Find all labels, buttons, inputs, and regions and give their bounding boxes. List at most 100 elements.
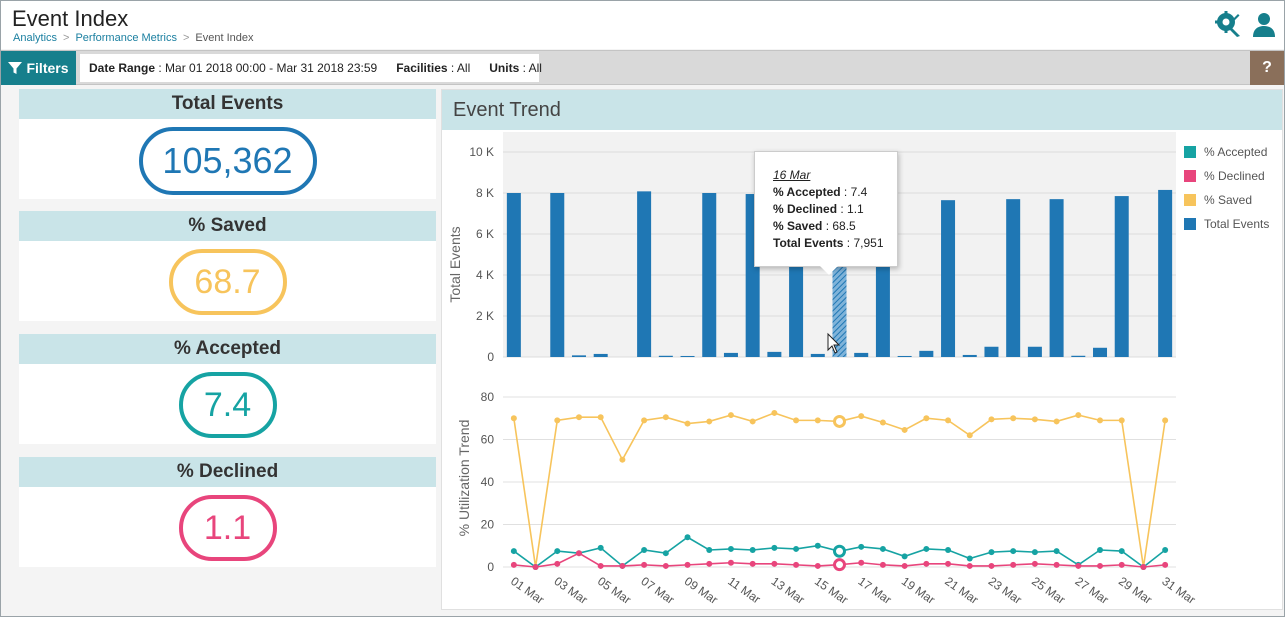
- series-point: [1053, 418, 1060, 425]
- bar: [1114, 196, 1129, 357]
- legend-item[interactable]: % Saved: [1184, 188, 1269, 212]
- series-point: [1031, 549, 1038, 556]
- series-point: [749, 547, 756, 553]
- kpi-value: 7.4: [178, 372, 277, 438]
- kpi-accepted: % Accepted 7.4: [19, 334, 436, 444]
- series-point: [901, 562, 908, 569]
- page-header: Event Index Analytics > Performance Metric…: [1, 1, 1284, 49]
- user-icon[interactable]: [1250, 10, 1278, 38]
- chart-legend: % Accepted % Declined % Saved Total Events: [1184, 140, 1269, 236]
- series-point: [879, 419, 886, 426]
- funnel-icon: [8, 62, 23, 74]
- x-tick-label: 27 Mar: [1073, 574, 1112, 607]
- series-point: [619, 562, 626, 569]
- bar: [1049, 199, 1064, 357]
- series-point: [901, 553, 908, 560]
- legend-item[interactable]: % Accepted: [1184, 140, 1269, 164]
- bar-y-tick-label: 0: [487, 350, 494, 364]
- x-tick-label: 21 Mar: [942, 574, 981, 607]
- bar: [962, 354, 977, 357]
- series-point: [1031, 560, 1038, 567]
- bar: [680, 355, 695, 357]
- series-point: [879, 561, 886, 568]
- series-point: [901, 426, 908, 433]
- x-tick-label: 05 Mar: [595, 574, 634, 607]
- units-filter[interactable]: Units : All: [489, 61, 542, 75]
- kpi-value: 1.1: [178, 495, 277, 561]
- series-point: [727, 545, 734, 552]
- series-point: [923, 545, 930, 552]
- x-tick-label: 09 Mar: [682, 574, 721, 607]
- series-point: [858, 543, 865, 550]
- facilities-filter[interactable]: Facilities : All: [396, 61, 471, 75]
- bar-y-tick-label: 10 K: [469, 145, 494, 159]
- series-point: [706, 418, 713, 425]
- series-point: [771, 560, 778, 567]
- series-point: [771, 544, 778, 551]
- kpi-value: 68.7: [168, 249, 287, 315]
- line-y-tick-label: 60: [481, 433, 495, 447]
- series-point: [879, 545, 886, 552]
- series-point: [988, 562, 995, 569]
- line-y-axis-label: % Utilization Trend: [456, 420, 472, 537]
- bar: [897, 355, 912, 357]
- breadcrumb-performance-metrics[interactable]: Performance Metrics: [75, 32, 177, 44]
- bar-y-tick-label: 6 K: [476, 227, 494, 241]
- legend-swatch: [1184, 146, 1196, 158]
- kpi-label: Total Events: [19, 89, 436, 119]
- settings-tools-icon[interactable]: [1214, 10, 1242, 38]
- legend-label: % Declined: [1204, 169, 1265, 183]
- breadcrumb: Analytics > Performance Metrics > Event Inde…: [13, 32, 253, 44]
- filters-button[interactable]: Filters: [1, 51, 76, 85]
- series-point: [554, 548, 561, 555]
- series-point: [554, 417, 561, 424]
- bar: [919, 350, 934, 357]
- kpi-label: % Accepted: [19, 334, 436, 364]
- series-point-highlight: [833, 414, 846, 428]
- page-title: Event Index: [12, 6, 129, 31]
- series-point: [923, 415, 930, 422]
- bar: [1093, 347, 1108, 357]
- bar: [1071, 355, 1086, 357]
- series-point: [749, 418, 756, 425]
- series-point: [1097, 417, 1104, 424]
- series-point: [858, 559, 865, 566]
- x-tick-label: 17 Mar: [855, 574, 894, 607]
- x-tick-label: 13 Mar: [769, 574, 808, 607]
- event-trend-panel: Event Trend 0 2 K 4 K 6 K 8 K 10 K Total Event…: [441, 89, 1283, 610]
- series-point: [814, 542, 821, 549]
- series-point: [662, 550, 669, 557]
- filter-bar: Filters Date Range : Mar 01 2018 00:00 -…: [1, 50, 1284, 85]
- help-button[interactable]: ?: [1250, 51, 1284, 85]
- series-point: [1140, 564, 1147, 570]
- series-point: [684, 561, 691, 568]
- x-tick-label: 01 Mar: [508, 574, 547, 607]
- series-point: [641, 561, 648, 568]
- series-point: [966, 555, 973, 562]
- filters-label: Filters: [26, 60, 69, 76]
- mouse-cursor-icon: [827, 332, 841, 354]
- series-point: [1118, 417, 1125, 424]
- series-point: [641, 417, 648, 424]
- bar: [1027, 346, 1042, 357]
- series-point: [532, 564, 539, 570]
- line-y-tick-label: 40: [481, 475, 495, 489]
- series-point: [684, 420, 691, 427]
- line-y-tick-label: 80: [481, 390, 495, 404]
- legend-item[interactable]: % Declined: [1184, 164, 1269, 188]
- bar: [941, 200, 956, 357]
- bar: [854, 352, 869, 357]
- breadcrumb-analytics[interactable]: Analytics: [13, 32, 58, 44]
- legend-label: % Saved: [1204, 193, 1253, 207]
- series-point: [814, 417, 821, 424]
- series-point: [1118, 561, 1125, 568]
- series-point: [1053, 548, 1060, 555]
- panel-title: Event Trend: [442, 90, 1282, 130]
- legend-item[interactable]: Total Events: [1184, 212, 1269, 236]
- series-point-highlight: [833, 544, 846, 558]
- series-point: [1162, 547, 1169, 553]
- date-range-filter[interactable]: Date Range : Mar 01 2018 00:00 - Mar 31 …: [89, 61, 378, 75]
- bar: [637, 191, 652, 357]
- bar: [810, 353, 825, 357]
- bar: [1006, 199, 1021, 357]
